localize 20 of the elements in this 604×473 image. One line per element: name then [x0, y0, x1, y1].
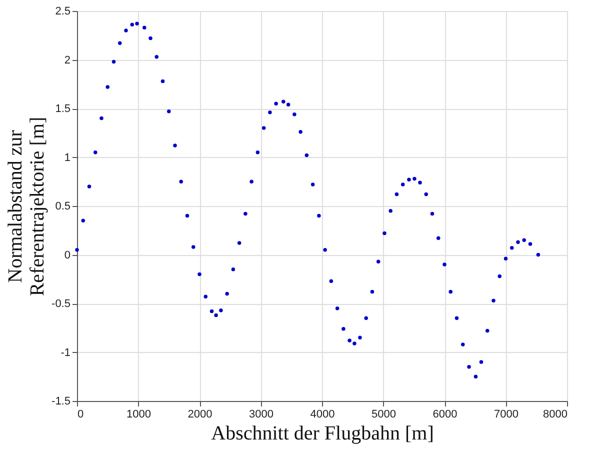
x-tick-label: 8000: [543, 408, 568, 420]
y-tick-label: 1.5: [55, 103, 70, 115]
x-tick-label: 6000: [432, 408, 458, 420]
y-tick-label: 0.5: [55, 200, 70, 212]
x-tick-label: 1000: [126, 408, 151, 420]
x-tick-label: 7000: [494, 408, 518, 420]
x-tick-label: 3000: [249, 408, 274, 420]
y-tick-label: 2: [64, 54, 70, 66]
x-tick-label: 4000: [310, 408, 335, 420]
y-tick-label: -1.5: [52, 396, 70, 408]
y-tick-label: 0: [64, 249, 70, 262]
x-tick-label: 0: [78, 408, 84, 420]
y-tick-label: 1: [64, 152, 70, 164]
y-axis-title: Normalabstand zur Referentrajektorie [m]: [4, 116, 49, 296]
y-tick-label: 2.5: [55, 6, 70, 18]
x-tick-label: 2000: [188, 408, 212, 420]
y-tick-label: -1: [60, 346, 70, 359]
y-tick-label: -0.5: [52, 298, 70, 310]
x-axis-title: Abschnitt der Flugbahn [m]: [211, 422, 434, 444]
x-tick-label: 5000: [372, 408, 396, 420]
